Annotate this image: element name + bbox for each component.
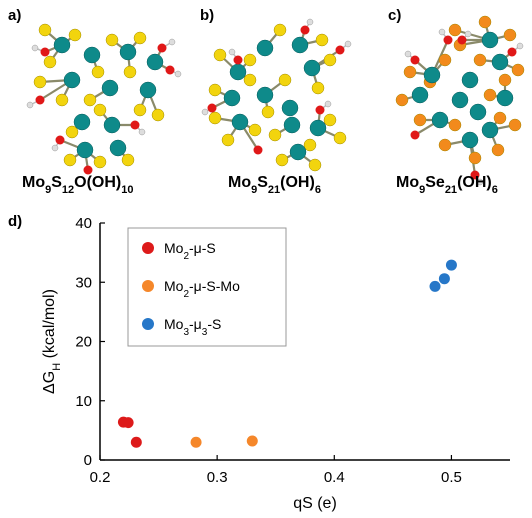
formula-a: Mo9S12O(OH)10 [22, 174, 134, 196]
legend-marker [142, 280, 154, 292]
x-axis-label: qS (e) [293, 495, 337, 512]
data-point-series-2 [438, 273, 450, 285]
legend-entry: Mo3-μ3-S [164, 316, 221, 338]
x-tick-label: 0.4 [324, 469, 345, 486]
y-tick-label: 30 [75, 274, 92, 291]
formula-b: Mo9S21(OH)6 [228, 174, 321, 196]
legend-marker [142, 318, 154, 330]
molecule-b-image [201, 18, 352, 172]
data-point-series-2 [445, 259, 457, 271]
data-point-series-1 [190, 436, 202, 448]
molecule-a-image [26, 23, 182, 175]
data-point-series-2 [429, 280, 441, 292]
data-point-series-1 [246, 435, 258, 447]
panel-d-label: d) [8, 213, 22, 230]
x-tick-label: 0.5 [441, 469, 462, 486]
data-point-series-0 [122, 417, 134, 429]
legend-marker [142, 242, 154, 254]
x-tick-label: 0.3 [207, 469, 228, 486]
legend: Mo2-μ-S Mo2-μ-S-Mo Mo3-μ3-S [127, 227, 287, 347]
y-tick-label: 0 [84, 452, 92, 469]
formula-c: Mo9Se21(OH)6 [396, 174, 498, 196]
panel-c-label: c) [388, 7, 401, 24]
panel-b-label: b) [200, 7, 214, 24]
molecule-c-image [395, 15, 525, 186]
x-tick-label: 0.2 [90, 469, 111, 486]
y-tick-label: 40 [75, 215, 92, 232]
scatter-chart: 0.2 0.3 0.4 0.5 0 10 20 30 40 qS (e) ΔGH (kcal/mol… [41, 215, 510, 512]
legend-entry: Mo2-μ-S-Mo [164, 278, 240, 300]
y-axis-label: ΔGH (kcal/mol) [41, 289, 63, 394]
panel-a-label: a) [8, 7, 21, 24]
legend-entry: Mo2-μ-S [164, 240, 216, 262]
data-point-series-0 [130, 436, 142, 448]
y-tick-label: 20 [75, 334, 92, 351]
y-tick-label: 10 [75, 393, 92, 410]
